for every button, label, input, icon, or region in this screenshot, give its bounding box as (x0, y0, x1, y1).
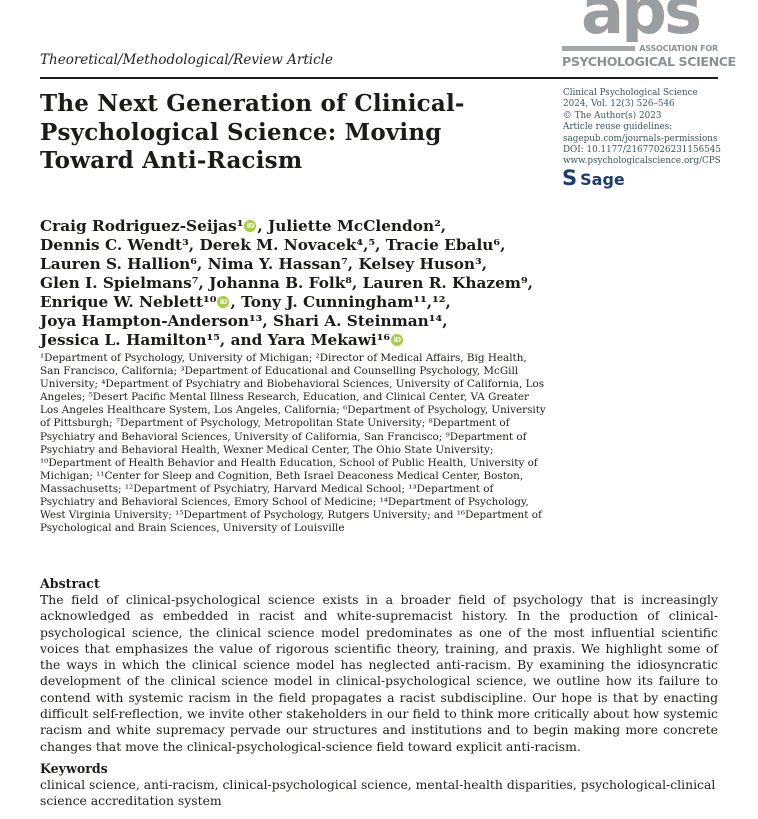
author-names: Jessica L. Hamilton¹⁵, and Yara Mekawi¹⁶ (40, 331, 391, 349)
sage-logo-wordmark: Sage (580, 170, 625, 189)
author-line: Enrique W. Neblett¹⁰ iD, Tony J. Cunningh… (40, 293, 533, 312)
author-line: Glen I. Spielmans⁷, Johanna B. Folk⁸, La… (40, 274, 533, 293)
title-line: The Next Generation of Clinical- (40, 90, 465, 117)
keywords-heading: Keywords (40, 761, 108, 776)
abstract-heading: Abstract (40, 576, 100, 591)
author-list: Craig Rodriguez-Seijas¹ iD, Juliette McCl… (40, 217, 533, 350)
title-line: Psychological Science: Moving (40, 118, 442, 146)
article-type-label: Theoretical/Methodological/Review Articl… (40, 52, 333, 68)
journal-name: Clinical Psychological Science (563, 88, 698, 98)
permissions-link[interactable]: sagepub.com/journals-permissions (563, 133, 718, 144)
journal-volume: 2024, Vol. 12(3) 526–546 (563, 99, 675, 110)
header-divider (40, 77, 718, 79)
author-line: Joya Hampton-Anderson¹³, Shari A. Steinm… (40, 312, 533, 331)
author-line: Dennis C. Wendt³, Derek M. Novacek⁴,⁵, T… (40, 236, 533, 255)
aps-logo-letters-clip: aps (562, 0, 718, 42)
author-names: Dennis C. Wendt³, Derek M. Novacek⁴,⁵, T… (40, 236, 506, 254)
aps-logo-letters: aps (580, 0, 702, 42)
aps-logo-bar (562, 46, 636, 51)
author-names: Craig Rodriguez-Seijas¹ (40, 217, 244, 235)
reuse-guidelines-label: Article reuse guidelines: (563, 122, 673, 133)
doi-line[interactable]: DOI: 10.1177/21677026231156545 (563, 145, 721, 156)
author-names: , Tony J. Cunningham¹¹,¹², (230, 293, 451, 311)
orcid-icon[interactable]: iD (217, 296, 230, 308)
author-line: Jessica L. Hamilton¹⁵, and Yara Mekawi¹⁶… (40, 331, 533, 350)
abstract-text: The field of clinical-psychological scie… (40, 592, 718, 754)
author-names: Glen I. Spielmans⁷, Johanna B. Folk⁸, La… (40, 274, 534, 292)
author-line: Lauren S. Hallion⁶, Nima Y. Hassan⁷, Kel… (40, 255, 533, 274)
aps-logo-row1: ASSOCIATION FOR (562, 44, 718, 53)
sage-logo-s-icon: S (562, 166, 578, 190)
orcid-icon[interactable]: iD (391, 334, 404, 346)
journal-website-link[interactable]: www.psychologicalscience.org/CPS (563, 156, 721, 167)
author-names: Lauren S. Hallion⁶, Nima Y. Hassan⁷, Kel… (40, 255, 488, 273)
author-names: Joya Hampton-Anderson¹³, Shari A. Steinm… (40, 312, 448, 330)
keywords-text: clinical science, anti-racism, clinical-… (40, 777, 716, 809)
copyright-line: © The Author(s) 2023 (563, 110, 662, 121)
title-line: Toward Anti-Racism (40, 147, 303, 174)
aps-logo-association-for: ASSOCIATION FOR (639, 44, 718, 53)
orcid-icon[interactable]: iD (244, 220, 257, 232)
author-names: Enrique W. Neblett¹⁰ (40, 293, 217, 311)
author-names: , Juliette McClendon², (257, 217, 447, 235)
journal-metadata: Clinical Psychological Science 2024, Vol… (563, 88, 733, 168)
aps-logo-psychological-science: PSYCHOLOGICAL SCIENCE (562, 54, 736, 69)
page-title: The Next Generation of Clinical- Psychol… (40, 90, 465, 176)
aps-logo: aps ASSOCIATION FOR PSYCHOLOGICAL SCIENC… (562, 0, 736, 69)
sage-logo: S Sage (562, 166, 625, 190)
author-line: Craig Rodriguez-Seijas¹ iD, Juliette McCl… (40, 217, 533, 236)
affiliations-block: ¹Department of Psychology, University of… (40, 352, 546, 535)
